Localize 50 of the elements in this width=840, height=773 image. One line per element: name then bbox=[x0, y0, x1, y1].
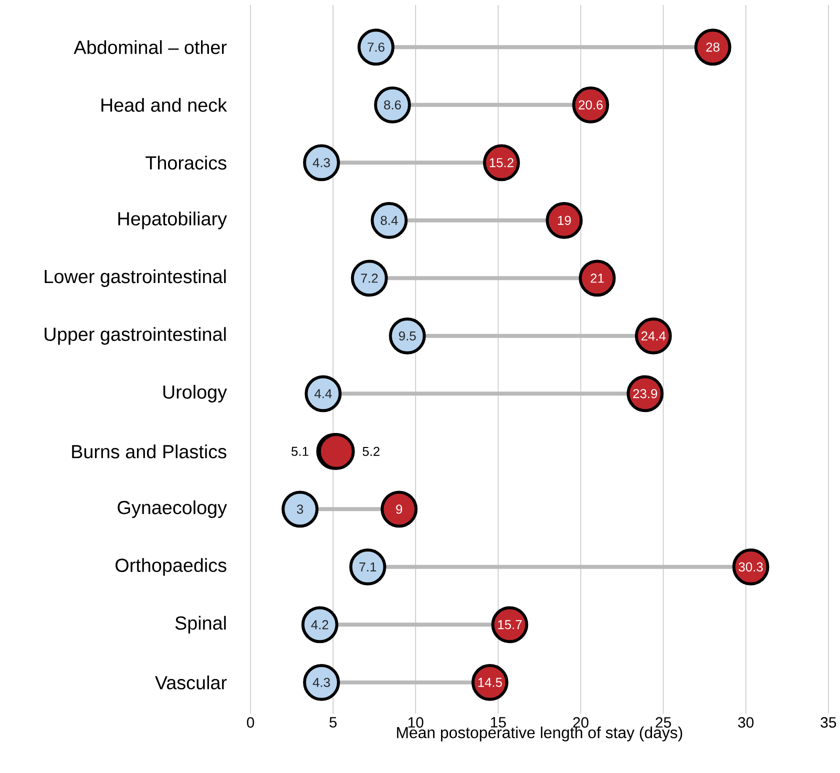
data-label: 5.1 bbox=[291, 447, 308, 456]
y-tick-label: Thoracics bbox=[146, 156, 226, 170]
y-tick-label: Head and neck bbox=[101, 98, 228, 112]
y-tick-label: Orthopaedics bbox=[116, 558, 226, 576]
data-label: 14.5 bbox=[478, 678, 502, 688]
data-label: 8.6 bbox=[384, 100, 401, 110]
data-label: 7.6 bbox=[368, 42, 384, 52]
data-label: 3 bbox=[296, 504, 304, 514]
x-tick-label: 10 bbox=[408, 717, 424, 728]
point bbox=[282, 490, 319, 528]
data-label: 24.4 bbox=[641, 332, 666, 341]
data-label: 28 bbox=[706, 42, 720, 52]
y-tick-label: Upper gastrointestinal bbox=[44, 327, 226, 345]
x-axis-title: Mean postoperative length of stay (days) bbox=[397, 726, 682, 742]
x-tick-label: 0 bbox=[246, 717, 254, 728]
y-tick-label: Burns and Plastics bbox=[72, 444, 226, 459]
data-label: 4.2 bbox=[311, 620, 328, 630]
data-label: 15.2 bbox=[490, 158, 514, 168]
data-label: 23.9 bbox=[633, 389, 658, 398]
point bbox=[694, 28, 732, 66]
y-tick-label: Hepatobiliary bbox=[118, 212, 227, 230]
y-tick-label: Gynaecology bbox=[118, 500, 227, 518]
x-tick-label: 35 bbox=[820, 717, 836, 728]
x-tick-label: 25 bbox=[656, 717, 671, 728]
data-label: 4.3 bbox=[312, 158, 330, 168]
point bbox=[380, 490, 418, 528]
data-label: 19 bbox=[558, 216, 571, 226]
x-tick-label: 30 bbox=[738, 717, 754, 728]
data-label: 21 bbox=[590, 274, 604, 283]
y-tick-label: Vascular bbox=[155, 676, 227, 690]
data-label: 4.3 bbox=[312, 678, 330, 688]
data-label: 15.7 bbox=[498, 620, 522, 630]
data-label: 4.4 bbox=[314, 389, 332, 398]
y-tick-label: Lower gastrointestinal bbox=[44, 270, 226, 288]
data-label: 7.2 bbox=[361, 274, 378, 283]
y-tick-label: Urology bbox=[163, 385, 227, 403]
data-label: 9 bbox=[396, 504, 402, 514]
data-label: 8.4 bbox=[380, 216, 398, 226]
data-label: 9.5 bbox=[398, 332, 416, 341]
x-tick-label: 5 bbox=[330, 717, 337, 728]
point bbox=[578, 260, 616, 297]
data-label: 20.6 bbox=[578, 100, 603, 110]
x-tick-label: 20 bbox=[573, 717, 588, 728]
y-tick-label: Spinal bbox=[175, 616, 226, 634]
data-label: 30.3 bbox=[738, 562, 763, 572]
x-tick-label: 15 bbox=[491, 717, 506, 728]
y-tick-label: Abdominal – other bbox=[74, 40, 227, 54]
data-label: 5.2 bbox=[362, 447, 380, 456]
point bbox=[546, 202, 583, 240]
data-label: 7.1 bbox=[359, 562, 376, 572]
